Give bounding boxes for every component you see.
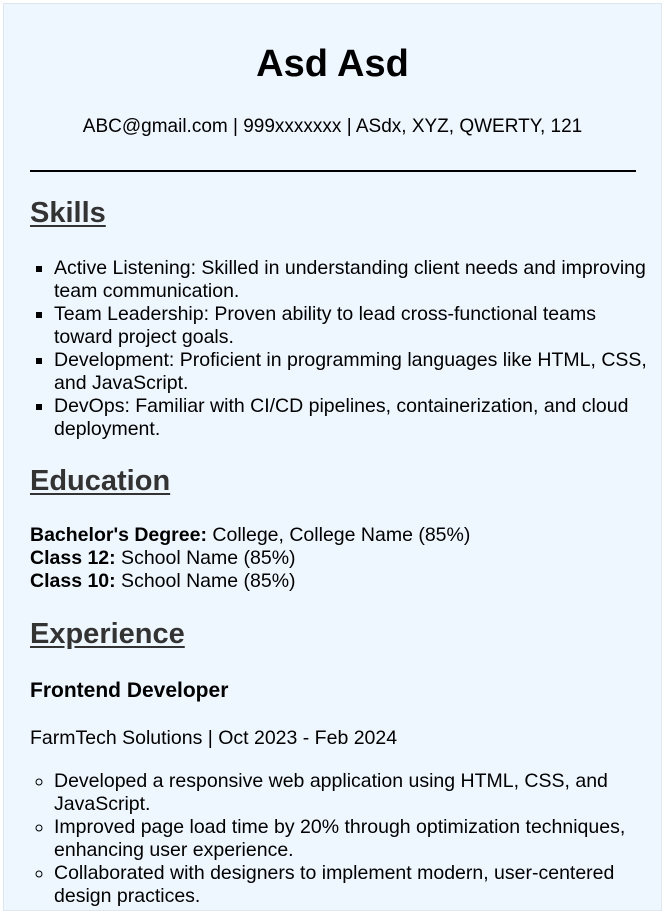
skill-item: Active Listening: Skilled in understandi… <box>54 257 654 303</box>
education-label: Bachelor's Degree: <box>30 524 207 546</box>
education-heading: Education <box>30 465 171 497</box>
job-bullet: Collaborated with designers to implement… <box>54 862 654 908</box>
skill-item: Development: Proficient in programming l… <box>54 349 654 395</box>
education-value: School Name (85%) <box>115 570 296 592</box>
resume-page: Asd Asd ABC@gmail.com | 999xxxxxxx | ASd… <box>3 3 662 911</box>
candidate-name: Asd Asd <box>256 43 409 85</box>
education-entry: Class 10: School Name (85%) <box>30 570 630 593</box>
education-value: School Name (85%) <box>115 547 296 569</box>
education-list: Bachelor's Degree: College, College Name… <box>30 524 630 593</box>
job-bullets: Developed a responsive web application u… <box>30 770 654 908</box>
experience-heading: Experience <box>30 618 185 650</box>
education-value: College, College Name (85%) <box>206 524 471 546</box>
contact-line: ABC@gmail.com | 999xxxxxxx | ASdx, XYZ, … <box>82 116 583 137</box>
header-divider <box>30 170 636 172</box>
job-meta: FarmTech Solutions | Oct 2023 - Feb 2024 <box>30 727 398 749</box>
skill-item: Team Leadership: Proven ability to lead … <box>54 303 654 349</box>
skills-list: Active Listening: Skilled in understandi… <box>30 257 654 441</box>
education-entry: Bachelor's Degree: College, College Name… <box>30 524 630 547</box>
skill-item: DevOps: Familiar with CI/CD pipelines, c… <box>54 395 654 441</box>
skills-heading: Skills <box>30 197 106 229</box>
education-label: Class 10: <box>30 570 116 592</box>
job-bullet: Developed a responsive web application u… <box>54 770 654 816</box>
job-bullet: Improved page load time by 20% through o… <box>54 816 654 862</box>
education-entry: Class 12: School Name (85%) <box>30 547 630 570</box>
education-label: Class 12: <box>30 547 116 569</box>
job-title: Frontend Developer <box>30 679 229 702</box>
